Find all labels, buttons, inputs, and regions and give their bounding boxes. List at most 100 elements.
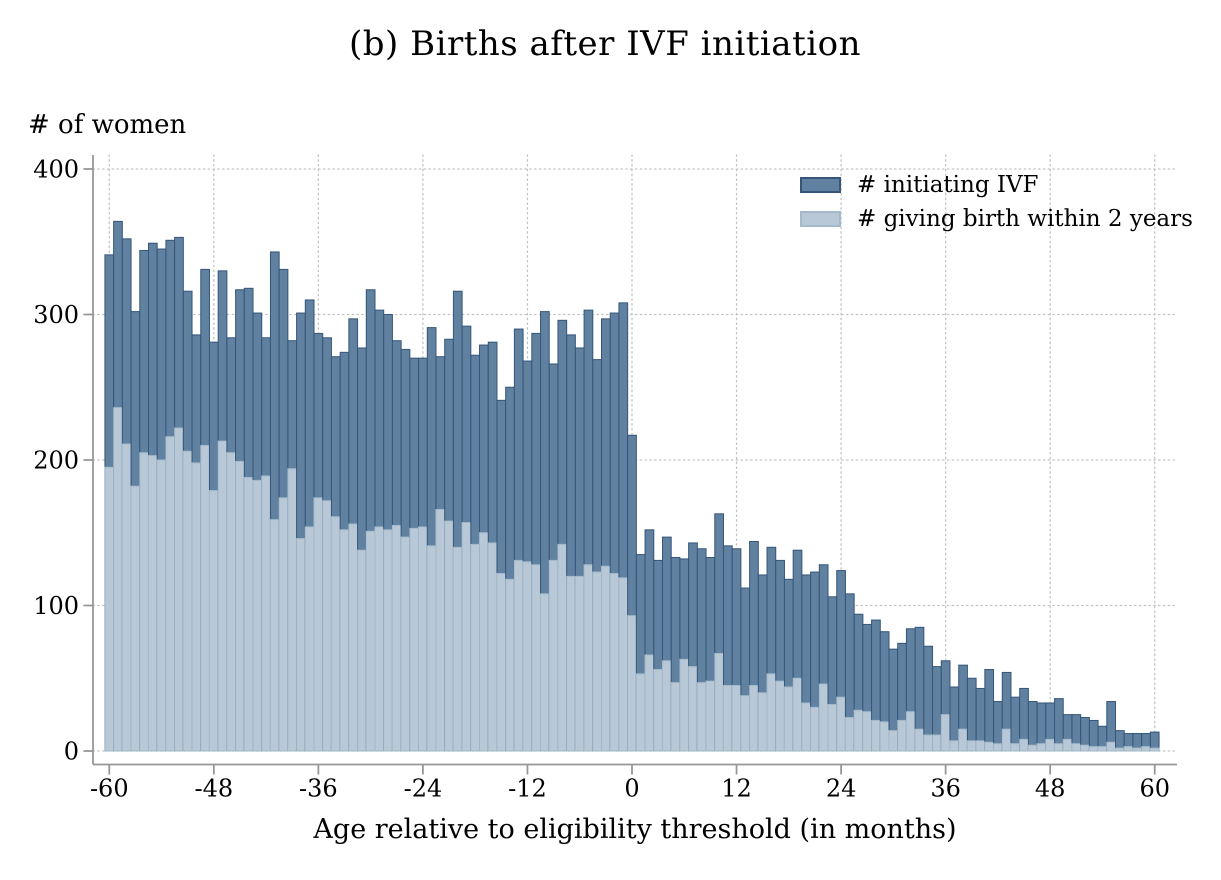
- legend: # initiating IVF # giving birth within 2…: [800, 171, 1193, 239]
- x-tick-label: 12: [721, 775, 752, 803]
- births-bar: [235, 460, 245, 752]
- x-tick-label: 36: [930, 775, 961, 803]
- births-bar: [322, 500, 332, 752]
- births-bar: [574, 575, 585, 752]
- births-bar: [949, 740, 960, 752]
- births-bar: [121, 443, 132, 752]
- births-bar: [470, 543, 481, 752]
- births-bar: [435, 508, 446, 752]
- births-bar: [1115, 747, 1125, 752]
- births-bar: [940, 714, 951, 752]
- births-bar: [400, 536, 411, 752]
- births-bar: [208, 490, 219, 752]
- births-bar: [792, 677, 803, 752]
- births-bar: [775, 680, 785, 752]
- births-bar: [740, 695, 751, 752]
- births-bar: [496, 572, 507, 752]
- births-bar: [409, 527, 420, 752]
- births-bar: [243, 476, 254, 752]
- x-tick-label: 48: [1035, 775, 1066, 803]
- births-bar: [548, 559, 559, 752]
- births-bar: [200, 444, 210, 752]
- births-bar: [226, 452, 237, 752]
- births-bar: [452, 546, 463, 752]
- births-bar: [810, 706, 820, 752]
- births-bar: [1080, 744, 1090, 752]
- births-bar: [688, 666, 698, 752]
- births-bar: [696, 682, 707, 752]
- births-bar: [827, 703, 838, 752]
- ivf-bar: [1010, 696, 1021, 752]
- births-bar: [304, 526, 315, 752]
- births-bar: [801, 702, 812, 752]
- births-bar: [426, 545, 437, 752]
- births-bar: [627, 615, 637, 752]
- y-tick-label: 300: [33, 301, 79, 329]
- births-bar: [391, 524, 402, 752]
- births-bar: [522, 561, 533, 752]
- births-bar: [540, 593, 550, 752]
- births-bar: [365, 530, 376, 752]
- births-bar: [278, 497, 289, 752]
- births-bar: [1088, 746, 1099, 752]
- births-bar: [174, 427, 184, 752]
- legend-swatch-giving-birth: [800, 210, 841, 227]
- births-bar: [905, 711, 916, 752]
- births-bar: [217, 440, 228, 752]
- births-bar: [383, 529, 393, 752]
- births-bar: [1027, 744, 1038, 752]
- births-bar: [348, 523, 359, 752]
- births-bar: [993, 743, 1003, 752]
- births-bar: [287, 468, 298, 752]
- births-bar: [661, 660, 672, 752]
- births-bar: [156, 459, 167, 752]
- ivf-bar: [1054, 698, 1064, 752]
- x-tick-label: -60: [90, 775, 129, 803]
- tick-labels: 0 100 200 300 400 -60 -48 -36 -24 -12 0 12 24 36 48 60: [33, 156, 1170, 803]
- births-bar: [182, 450, 193, 752]
- births-bar: [313, 497, 324, 752]
- y-axis-title: # of women: [28, 110, 187, 140]
- births-bar: [104, 466, 115, 752]
- births-bar: [932, 734, 942, 752]
- births-bar: [844, 717, 855, 752]
- births-bar: [783, 686, 794, 752]
- births-bar: [871, 719, 881, 752]
- births-bar: [1062, 738, 1073, 752]
- x-tick-label: 60: [1139, 775, 1170, 803]
- births-bar: [1132, 747, 1143, 752]
- births-bar: [853, 709, 864, 752]
- births-bar: [888, 730, 899, 752]
- y-tick-label: 200: [33, 447, 79, 475]
- births-bar: [479, 532, 489, 752]
- legend-label-giving-birth: # giving birth within 2 years: [857, 205, 1193, 232]
- births-bar: [418, 526, 428, 752]
- births-bar: [1097, 746, 1108, 752]
- births-bar: [644, 654, 655, 752]
- births-bar: [609, 572, 620, 752]
- births-bar: [165, 436, 176, 752]
- births-bar: [731, 685, 742, 752]
- bars: [104, 220, 1160, 752]
- births-bar: [444, 520, 454, 752]
- births-bar: [1054, 743, 1064, 752]
- births-bar: [191, 462, 202, 752]
- births-bar: [557, 543, 568, 752]
- y-tick-label: 100: [33, 592, 79, 620]
- births-bar: [966, 740, 977, 752]
- births-bar: [1071, 743, 1082, 752]
- births-bar: [531, 564, 542, 752]
- births-bar: [705, 680, 716, 752]
- births-bar: [461, 522, 472, 752]
- ivf-bar: [966, 677, 977, 752]
- births-bar: [1045, 738, 1056, 752]
- legend-label-initiating-ivf: # initiating IVF: [857, 171, 1039, 198]
- axes: [83, 155, 1177, 775]
- births-bar: [1141, 746, 1151, 752]
- births-bar: [679, 658, 690, 752]
- births-bar: [757, 692, 768, 752]
- legend-swatch-initiating-ivf: [800, 176, 841, 193]
- x-tick-label: -48: [194, 775, 233, 803]
